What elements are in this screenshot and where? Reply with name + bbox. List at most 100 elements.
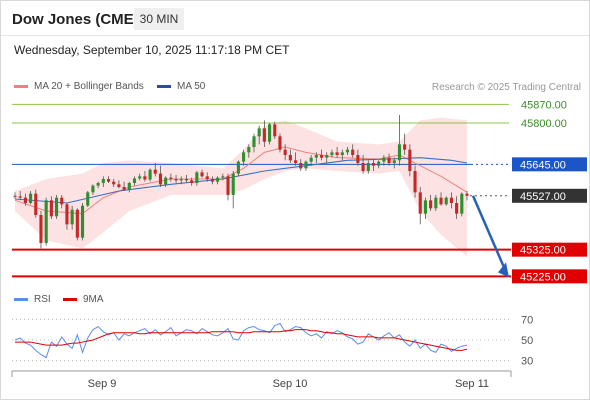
candle-body — [112, 181, 116, 185]
candle-body — [449, 197, 453, 203]
candle-body — [80, 205, 85, 238]
candle-body — [60, 197, 64, 205]
candle-body — [309, 157, 313, 162]
candle-body — [397, 144, 402, 161]
candle-body — [257, 128, 261, 137]
level-label-resistance: 45870.00 — [521, 99, 567, 111]
candle-body — [242, 152, 246, 162]
candle-body — [23, 197, 27, 203]
level-label-bg-pivot — [512, 157, 587, 172]
candle-body — [335, 152, 339, 155]
candle-body — [205, 176, 209, 179]
candle-body — [293, 160, 298, 163]
candle-body — [345, 149, 350, 153]
candle-body — [273, 124, 277, 137]
candle-body — [403, 144, 407, 150]
forecast-arrow-head — [498, 262, 509, 278]
candle-body — [268, 124, 272, 142]
candle-body — [184, 179, 189, 181]
candle-body — [377, 161, 381, 166]
candle-body — [138, 176, 142, 179]
candle-body — [460, 193, 464, 214]
candle-body — [283, 149, 287, 155]
candle-body — [366, 163, 370, 171]
legend-ma20: MA 20 + Bollinger Bands — [14, 81, 144, 92]
candle-body — [387, 157, 391, 163]
candle-body — [325, 155, 329, 158]
candle-body — [122, 187, 126, 190]
candle-body — [179, 179, 183, 181]
candle-body — [392, 160, 396, 163]
candle-body — [465, 193, 469, 196]
candle-body — [210, 179, 214, 182]
credit-text: Research © 2025 Trading Central — [431, 82, 581, 93]
x-tick-label: Sep 9 — [88, 378, 117, 390]
candle-body — [75, 209, 79, 238]
candle-body — [314, 155, 318, 158]
candle-body — [226, 176, 230, 195]
rsi-ma-swatch — [63, 298, 77, 301]
rsi-tick-label: 70 — [521, 314, 533, 326]
candle-body — [195, 172, 199, 183]
level-label-bg-last — [512, 188, 587, 203]
candle-body — [169, 177, 173, 179]
ma50-swatch — [157, 85, 171, 88]
chart-title: Dow Jones (CME) — [12, 11, 139, 28]
candle-body — [288, 155, 292, 161]
candle-body — [319, 155, 324, 158]
rsi-swatch — [14, 298, 28, 301]
candle-body — [86, 192, 90, 206]
level-label-support: 45225.00 — [520, 271, 566, 283]
candle-body — [299, 163, 303, 169]
candle-body — [148, 169, 152, 180]
candle-body — [340, 152, 344, 155]
x-tick-label: Sep 11 — [455, 378, 489, 390]
candle-body — [132, 178, 137, 183]
candle-body — [164, 177, 168, 185]
candle-body — [158, 173, 163, 185]
ma20-label: MA 20 + Bollinger Bands — [34, 81, 144, 92]
candle-body — [39, 215, 43, 243]
candle-body — [221, 176, 225, 178]
candle-body — [247, 147, 251, 153]
candle-body — [55, 197, 59, 217]
x-tick-label: Sep 10 — [273, 378, 308, 390]
candle-body — [262, 128, 266, 142]
candle-body — [29, 193, 33, 203]
rsi-line — [14, 322, 468, 359]
candle-body — [278, 136, 282, 150]
timestamp: Wednesday, September 10, 2025 11:17:18 P… — [14, 43, 290, 57]
candle-body — [382, 157, 386, 162]
candle-body — [413, 171, 417, 193]
candle-body — [106, 179, 111, 182]
candle-body — [408, 149, 412, 171]
candle-body — [371, 163, 376, 166]
candle-body — [174, 179, 178, 181]
candle-body — [101, 179, 105, 183]
level-label-bg-support — [512, 242, 587, 257]
level-label-support: 45325.00 — [520, 245, 566, 257]
candle-body — [356, 155, 360, 163]
rsi-tick-label: 30 — [521, 356, 533, 368]
candle-body — [423, 200, 427, 214]
forecast-arrow-shaft — [471, 195, 506, 268]
rsi-ma-line — [15, 329, 468, 351]
candle-body — [96, 183, 100, 186]
candle-body — [439, 197, 443, 205]
candle-body — [127, 183, 131, 190]
candle-body — [304, 161, 308, 169]
candle-body — [44, 200, 48, 243]
candle-body — [13, 195, 17, 197]
timeframe-button[interactable]: 30 MIN — [134, 8, 184, 30]
legend-ma50: MA 50 — [157, 81, 205, 92]
candle-body — [200, 172, 204, 177]
candle-body — [434, 197, 438, 209]
level-label-last: 45527.00 — [520, 191, 566, 203]
candle-body — [429, 200, 433, 209]
legend-rsi-ma: 9MA — [63, 294, 104, 305]
candle-body — [153, 169, 157, 174]
candle-body — [143, 176, 147, 180]
level-label-pivot: 45645.00 — [520, 159, 566, 171]
